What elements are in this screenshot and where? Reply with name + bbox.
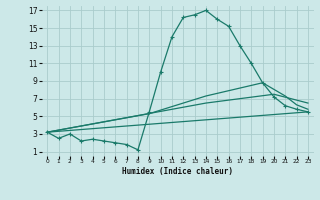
- X-axis label: Humidex (Indice chaleur): Humidex (Indice chaleur): [122, 167, 233, 176]
